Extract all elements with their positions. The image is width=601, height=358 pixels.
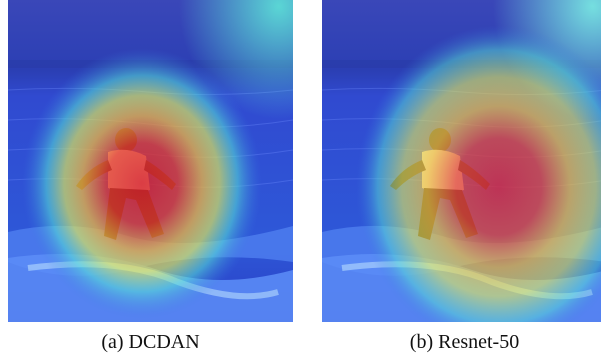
attention-heatmap — [8, 0, 293, 322]
caption-resnet50: (b) Resnet-50 — [409, 331, 520, 353]
heatmap-svg-resnet50 — [322, 0, 601, 322]
caption-dcdan: (a) DCDAN — [101, 331, 200, 353]
heatmap-image-dcdan — [8, 0, 293, 322]
heatmap-svg-dcdan — [8, 0, 293, 322]
attention-heatmap — [322, 0, 601, 322]
heatmap-image-resnet50 — [322, 0, 601, 322]
